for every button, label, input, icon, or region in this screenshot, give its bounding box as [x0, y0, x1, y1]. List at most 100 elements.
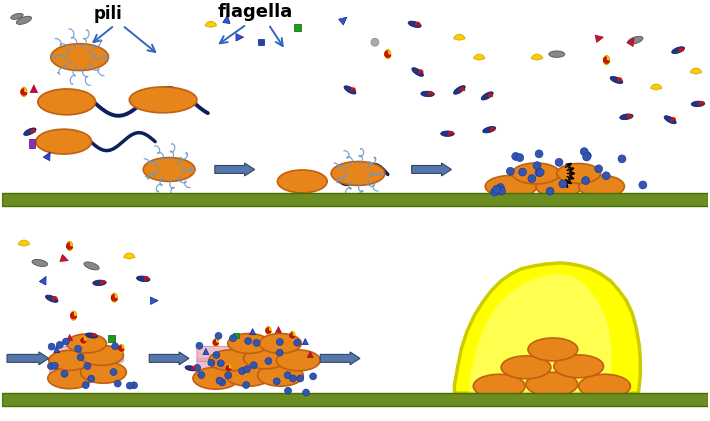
Ellipse shape — [528, 338, 578, 361]
Wedge shape — [119, 346, 124, 352]
Ellipse shape — [421, 91, 435, 96]
Ellipse shape — [554, 355, 604, 378]
Ellipse shape — [260, 333, 301, 353]
Polygon shape — [339, 17, 347, 25]
FancyBboxPatch shape — [231, 349, 285, 364]
Ellipse shape — [67, 334, 106, 353]
Circle shape — [225, 372, 231, 379]
Circle shape — [56, 341, 63, 348]
Wedge shape — [192, 366, 196, 370]
Circle shape — [536, 168, 544, 176]
Bar — [258, 39, 263, 45]
Ellipse shape — [672, 47, 684, 53]
Circle shape — [126, 382, 133, 389]
Circle shape — [239, 368, 246, 374]
Circle shape — [77, 354, 84, 361]
Bar — [2, 193, 708, 206]
Ellipse shape — [501, 356, 551, 379]
FancyBboxPatch shape — [80, 346, 124, 362]
Circle shape — [48, 362, 55, 370]
Ellipse shape — [485, 176, 537, 197]
Ellipse shape — [71, 311, 77, 320]
Circle shape — [498, 187, 506, 195]
Ellipse shape — [441, 131, 454, 136]
Ellipse shape — [692, 101, 705, 107]
Circle shape — [62, 338, 70, 345]
Circle shape — [265, 357, 272, 365]
Ellipse shape — [331, 162, 385, 185]
Ellipse shape — [276, 350, 320, 371]
Wedge shape — [617, 77, 622, 83]
Wedge shape — [415, 21, 420, 27]
Ellipse shape — [228, 333, 270, 353]
Ellipse shape — [226, 364, 231, 372]
Wedge shape — [70, 312, 77, 319]
Circle shape — [253, 339, 260, 346]
Ellipse shape — [474, 374, 525, 398]
Polygon shape — [39, 277, 46, 285]
Circle shape — [48, 343, 55, 350]
Ellipse shape — [526, 372, 578, 396]
Polygon shape — [454, 263, 640, 393]
Circle shape — [546, 187, 554, 195]
Ellipse shape — [408, 21, 421, 27]
Wedge shape — [690, 68, 701, 74]
Circle shape — [75, 345, 82, 352]
Polygon shape — [236, 34, 244, 41]
Polygon shape — [67, 335, 72, 341]
Circle shape — [131, 382, 138, 389]
Ellipse shape — [620, 114, 633, 120]
Wedge shape — [111, 294, 118, 301]
Ellipse shape — [86, 333, 97, 338]
Circle shape — [535, 168, 543, 176]
Wedge shape — [226, 365, 231, 371]
Wedge shape — [699, 101, 704, 106]
Circle shape — [602, 172, 610, 180]
Wedge shape — [31, 129, 36, 134]
Ellipse shape — [385, 50, 391, 59]
Wedge shape — [604, 57, 610, 64]
Circle shape — [533, 162, 541, 170]
Wedge shape — [290, 333, 295, 338]
Wedge shape — [650, 84, 662, 90]
Wedge shape — [205, 21, 217, 27]
Ellipse shape — [16, 16, 31, 24]
Ellipse shape — [129, 87, 197, 113]
Circle shape — [528, 175, 536, 183]
Ellipse shape — [481, 92, 493, 100]
FancyBboxPatch shape — [197, 358, 248, 376]
Circle shape — [518, 168, 527, 176]
Circle shape — [194, 365, 201, 371]
Bar — [2, 393, 708, 406]
Wedge shape — [81, 338, 87, 344]
Polygon shape — [151, 297, 158, 304]
Circle shape — [250, 362, 257, 369]
Circle shape — [215, 332, 222, 339]
Ellipse shape — [38, 89, 96, 115]
Ellipse shape — [512, 163, 559, 184]
Ellipse shape — [48, 368, 92, 389]
Ellipse shape — [11, 13, 23, 19]
Polygon shape — [469, 274, 611, 393]
Circle shape — [244, 366, 251, 373]
FancyArrow shape — [7, 352, 49, 365]
Ellipse shape — [84, 262, 99, 270]
Circle shape — [285, 387, 292, 394]
Circle shape — [82, 382, 89, 389]
Wedge shape — [18, 240, 30, 246]
Wedge shape — [418, 69, 423, 75]
Ellipse shape — [290, 331, 295, 339]
Circle shape — [310, 373, 317, 380]
Circle shape — [493, 185, 501, 193]
Wedge shape — [266, 328, 271, 333]
Circle shape — [639, 181, 647, 189]
Circle shape — [581, 176, 589, 184]
Wedge shape — [351, 87, 356, 92]
Circle shape — [84, 362, 91, 370]
Wedge shape — [92, 333, 97, 338]
Text: pili: pili — [94, 5, 123, 23]
Wedge shape — [100, 280, 105, 285]
Circle shape — [294, 339, 301, 346]
Ellipse shape — [21, 87, 27, 96]
Circle shape — [276, 349, 283, 356]
